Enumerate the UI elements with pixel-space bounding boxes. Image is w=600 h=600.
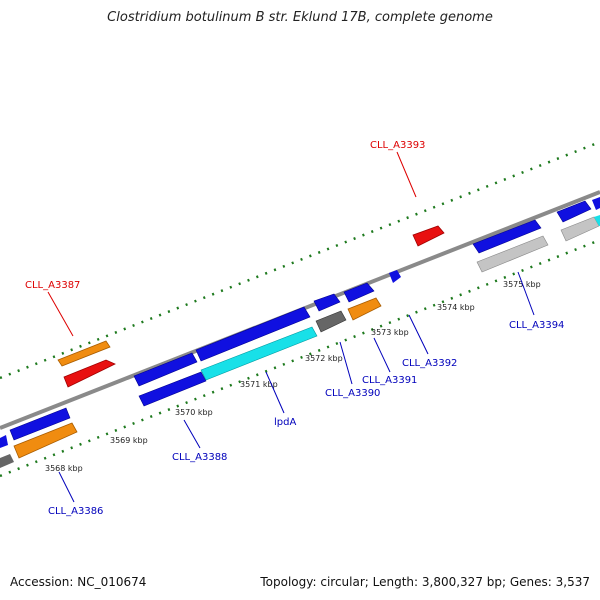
gene-label-top: CLL_A3387 [25,280,80,291]
leader-line [339,341,353,385]
kbp-label: 3570 kbp [175,408,213,417]
accession-text: Accession: NC_010674 [10,575,147,589]
gene-cll-a3388-arrow [138,371,207,407]
forward-features [0,197,600,448]
leader-line [47,291,74,337]
gene-red-arrow-1 [63,359,116,388]
leader-lines [47,151,535,503]
gene-blue-arrow-7 [389,270,401,283]
leader-line [183,419,201,449]
gene-cll-a3391-arrow [347,297,382,321]
leader-line [408,314,429,355]
gene-cll-a3393-arrow [412,225,445,247]
kbp-label: 3573 kbp [371,328,409,337]
map-title: Clostridium botulinum B str. Eklund 17B,… [107,10,493,25]
reverse-features [0,215,600,468]
gene-label-bottom: CLL_A3394 [509,320,564,331]
leader-line [373,337,391,373]
gene-cyan-arrow-2 [594,215,600,226]
kbp-label: 3575 kbp [503,280,541,289]
kbp-label: 3574 kbp [437,303,475,312]
gene-label-bottom: CLL_A3391 [362,375,417,386]
gene-label-bottom: CLL_A3390 [325,388,380,399]
gene-blue-arrow-3 [133,352,198,387]
gene-blue-arrow-10 [592,197,600,210]
gene-blue-arrow-6 [343,282,375,303]
gene-blue-arrow-2 [9,407,71,441]
gene-blue-arrow-8 [472,219,542,254]
kbp-label: 3569 kbp [110,436,148,445]
gene-label-bottom: CLL_A3388 [172,452,227,463]
leader-line [517,271,535,316]
gene-blue-arrow-1 [0,435,8,448]
gene-blue-arrow-4 [195,306,311,362]
leader-line [58,471,75,503]
gene-blue-arrow-9 [556,200,592,223]
gene-cll-a3386-arrow [13,422,78,459]
gene-label-bottom: lpdA [274,417,296,428]
kbp-label: 3572 kbp [305,354,343,363]
leader-line [265,371,285,414]
inner-tick-track [0,238,600,478]
gene-lpda-arrow [200,326,318,381]
gene-gray-arrow-1 [0,454,14,468]
gene-label-bottom: CLL_A3386 [48,506,103,517]
gene-labels: CLL_A3387 CLL_A3393 CLL_A3386 CLL_A3388 … [25,140,564,517]
gene-label-bottom: CLL_A3392 [402,358,457,369]
gene-cll-a3394-arrow [476,235,549,273]
kbp-label: 3568 kbp [45,464,83,473]
gene-label-top: CLL_A3393 [370,140,425,151]
gene-blue-arrow-5 [313,293,341,312]
kbp-label: 3571 kbp [240,380,278,389]
leader-line [396,151,417,198]
gene-cll-a3390-arrow [315,310,347,333]
topology-text: Topology: circular; Length: 3,800,327 bp… [260,575,590,589]
gene-cll-a3387-arrow [57,340,111,367]
kbp-labels: 3568 kbp 3569 kbp 3570 kbp 3571 kbp 3572… [45,280,541,473]
